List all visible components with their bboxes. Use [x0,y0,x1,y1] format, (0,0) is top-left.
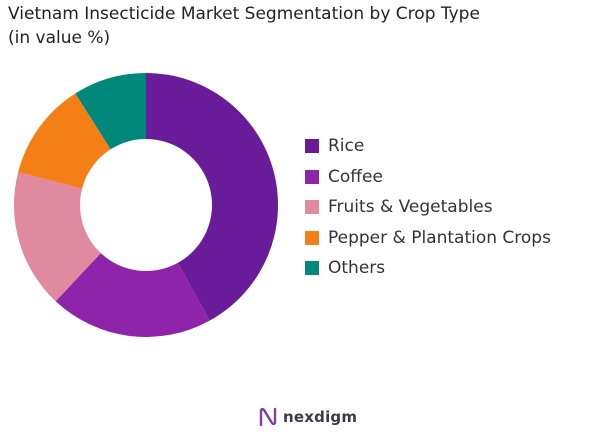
legend-item-fruits-vegetables: Fruits & Vegetables [305,192,551,223]
legend-label-coffee: Coffee [328,166,383,187]
donut-slice-fruits-vegetables [14,172,101,302]
donut-chart [14,73,279,337]
legend-swatch-coffee [305,169,319,184]
donut-slice-others [75,73,146,150]
legend-label-fruits-vegetables: Fruits & Vegetables [328,197,493,218]
chart-title: Vietnam Insecticide Market Segmentation … [8,4,480,24]
legend-item-others: Others [305,253,551,284]
chart-legend: Rice Coffee Fruits & Vegetables Pepper & Pl… [305,131,551,284]
legend-swatch-rice [305,139,319,154]
legend-swatch-others [305,261,319,276]
legend-swatch-pepper-plantation-crops [305,230,319,245]
legend-label-rice: Rice [328,136,365,157]
nexdigm-logo-icon [259,407,277,427]
brand-footer: nexdigm [258,406,357,428]
legend-label-others: Others [328,258,386,279]
donut-slice-rice [146,73,279,321]
chart-title-block: Vietnam Insecticide Market Segmentation … [8,2,588,50]
legend-item-coffee: Coffee [305,162,551,193]
legend-item-pepper-plantation-crops: Pepper & Plantation Crops [305,223,551,254]
legend-item-rice: Rice [305,131,551,162]
brand-name: nexdigm [283,408,358,426]
donut-slice-coffee [55,253,210,337]
legend-swatch-fruits-vegetables [305,200,319,215]
chart-subtitle: (in value %) [8,28,111,48]
legend-label-pepper-plantation-crops: Pepper & Plantation Crops [328,227,551,248]
donut-slice-pepper-plantation-crops [18,93,111,189]
